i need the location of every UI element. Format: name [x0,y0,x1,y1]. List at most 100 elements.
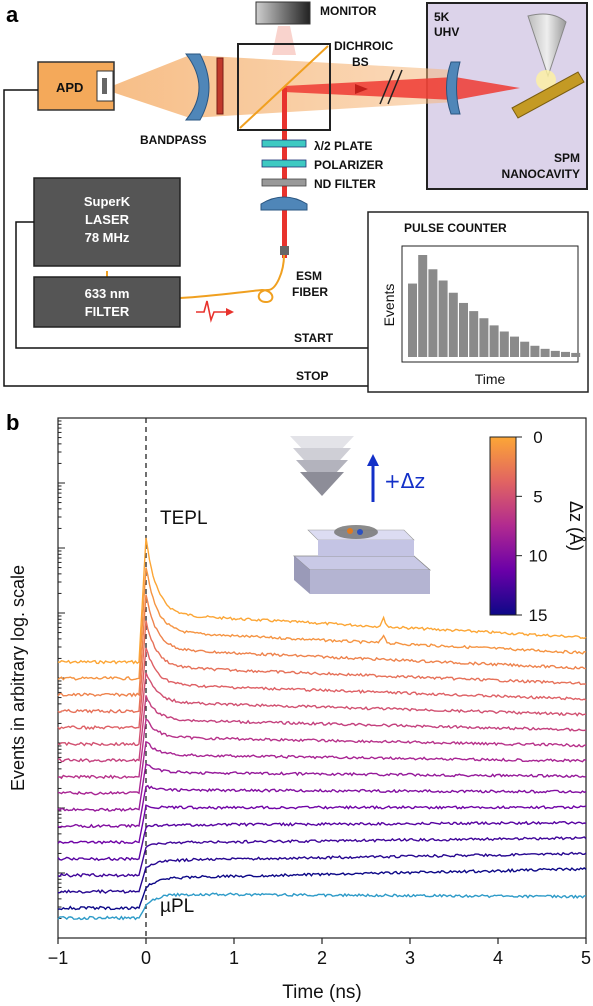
panel-a-setup-diagram: a 5K UHV SPM NANOCAVITY MONITOR DICHROIC… [3,1,589,393]
colorbar-tick-label: 5 [533,487,542,506]
laser-label-line2: LASER [85,212,130,227]
fiber-connector [280,246,289,255]
nd-filter-label: ND FILTER [314,177,376,191]
nd-filter [261,178,307,187]
pulse-symbol [196,300,226,323]
laser-label-line1: SuperK [84,194,131,209]
mupl-annotation: µPL [160,896,194,917]
colorbar-tick-label: 10 [529,547,548,566]
dichroic-beamsplitter-cube [237,43,331,131]
molecule-atom-blue [357,529,363,535]
pulse-counter-title: PULSE COUNTER [404,221,507,235]
trace-dz-2 [57,594,586,698]
path-break-mark-1 [379,69,395,105]
monitor-beam [272,26,296,55]
trace-mupl [57,892,587,921]
monitor-camera [255,1,311,25]
x-axis-ticks: −1 0 1 2 3 4 5 [48,938,591,968]
substrate-top [292,555,432,571]
excitation-beam-vertical [282,88,287,258]
histogram-bar [479,318,489,357]
polarizer-label: POLARIZER [314,158,384,172]
start-label: START [294,331,334,345]
histogram-bar [520,341,530,357]
histogram-bar [469,311,479,357]
x-axis-label: Time (ns) [282,982,362,1003]
start-wire [15,221,368,349]
fiber-label-line2: FIBER [292,285,328,299]
trace-dz-14 [57,851,587,894]
pulse-arrow [226,308,234,316]
trace-dz-12 [57,820,587,862]
histogram-bar [550,350,560,357]
bandpass-lens [184,53,210,121]
colorbar-tick-label: 15 [529,606,548,625]
half-wave-plate-label: λ/2 PLATE [314,139,372,153]
molecule [334,525,378,539]
uhv-label-line2: UHV [434,25,459,39]
trace-dz-8 [57,740,587,796]
histogram-bar [499,331,509,357]
x-tick-label: 2 [317,948,327,968]
tip-sample-inset: +Δz [290,436,432,594]
tip-inset-layer-4 [300,472,344,496]
dichroic-label-line2: BS [352,55,369,69]
panel-a-letter: a [6,2,19,27]
trace-dz-7 [57,717,587,780]
uhv-label-line1: 5K [434,10,450,24]
apd-label: APD [56,80,83,95]
x-tick-label: 3 [405,948,415,968]
dichroic-label-line1: DICHROIC [334,39,394,53]
trace-dz-10 [57,784,587,829]
laser-label-line3: 78 MHz [85,230,130,245]
colorbar-ticks: 0 5 10 15 [516,428,547,625]
trace-dz-15 [57,866,587,911]
half-wave-plate [261,139,307,148]
histogram-bar [571,352,581,357]
molecule-atom-orange [347,528,353,534]
x-tick-label: 0 [141,948,151,968]
histogram-bar [530,345,540,357]
histogram-bar [510,336,519,357]
pulse-counter-histogram [408,255,581,357]
filter-label-line1: 633 nm [85,286,130,301]
histogram-bar [459,302,468,357]
dz-arrow-icon [367,454,379,466]
trace-dz-0 [57,537,587,665]
filter-label-line2: FILTER [85,304,130,319]
tip-hotspot [536,70,556,90]
histogram-bar [438,280,448,357]
sample-surface [511,71,585,119]
panel-b-letter: b [6,410,19,435]
stop-label: STOP [296,369,328,383]
superk-laser-box [33,177,181,267]
histogram-bar [448,292,458,357]
histogram-bar [428,269,438,357]
spm-label-line1: SPM [554,151,580,165]
substrate-front [310,570,430,594]
objective-lens [446,61,461,115]
path-break-mark-2 [387,69,403,105]
histogram-bar [540,348,550,357]
collimator-lens [260,196,308,211]
colorbar-label: Δz (Å) [566,501,586,551]
polarizer [261,159,307,168]
fiber-label-line1: ESM [296,269,322,283]
decay-traces [57,537,587,921]
histogram-bar [489,325,499,357]
substrate-side [294,556,310,594]
stm-tip [527,13,567,78]
trace-dz-6 [57,695,587,763]
excitation-beam-horizontal [284,77,520,100]
x-tick-label: 5 [581,948,591,968]
esm-fiber [179,254,285,304]
apd-sensor [102,78,107,94]
stop-wire [3,89,368,387]
x-tick-label: 1 [229,948,239,968]
trace-dz-13 [57,836,587,878]
y-axis-label: Events in arbitrary log. scale [8,565,28,791]
colorbar [489,436,517,616]
trace-dz-3 [57,620,587,714]
